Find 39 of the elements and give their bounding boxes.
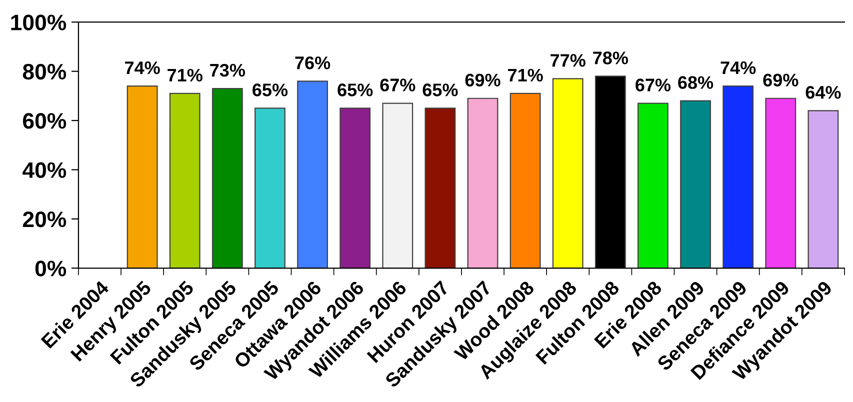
bar	[765, 98, 796, 268]
data-label: 64%	[806, 86, 841, 99]
bar	[382, 102, 414, 268]
data-label: 67%	[636, 78, 671, 92]
y-tick-label: 40%	[22, 162, 66, 178]
y-tick-label: 20%	[22, 211, 66, 228]
data-label: 71%	[508, 68, 543, 82]
data-label: 69%	[465, 74, 500, 86]
data-label: 69%	[763, 74, 798, 86]
data-label: 73%	[210, 64, 246, 77]
data-label: 65%	[252, 84, 288, 96]
data-label: 77%	[550, 54, 586, 67]
bar	[638, 102, 668, 268]
y-tick-label: 0%	[35, 260, 66, 276]
bar	[297, 80, 328, 268]
bar	[169, 92, 200, 268]
data-label: 65%	[422, 84, 458, 96]
bar	[552, 78, 584, 268]
data-label: 78%	[593, 52, 628, 64]
data-label: 65%	[338, 84, 373, 96]
bar	[424, 108, 456, 268]
bar	[467, 98, 498, 268]
bar	[212, 88, 243, 268]
y-tick-label: 80%	[22, 64, 66, 80]
bar	[340, 108, 371, 268]
y-tick-label: 60%	[23, 113, 66, 129]
bar	[254, 108, 286, 268]
data-label: 74%	[720, 61, 756, 74]
bar	[680, 100, 711, 268]
bar	[722, 86, 754, 268]
bar	[808, 110, 839, 268]
data-label: 74%	[125, 61, 160, 74]
bar	[510, 92, 541, 268]
data-label: 71%	[168, 68, 202, 82]
y-tick-label: 100%	[11, 14, 66, 30]
data-label: 76%	[295, 56, 330, 70]
bar	[126, 86, 158, 268]
data-label: 67%	[380, 78, 416, 92]
data-label: 68%	[678, 76, 714, 89]
